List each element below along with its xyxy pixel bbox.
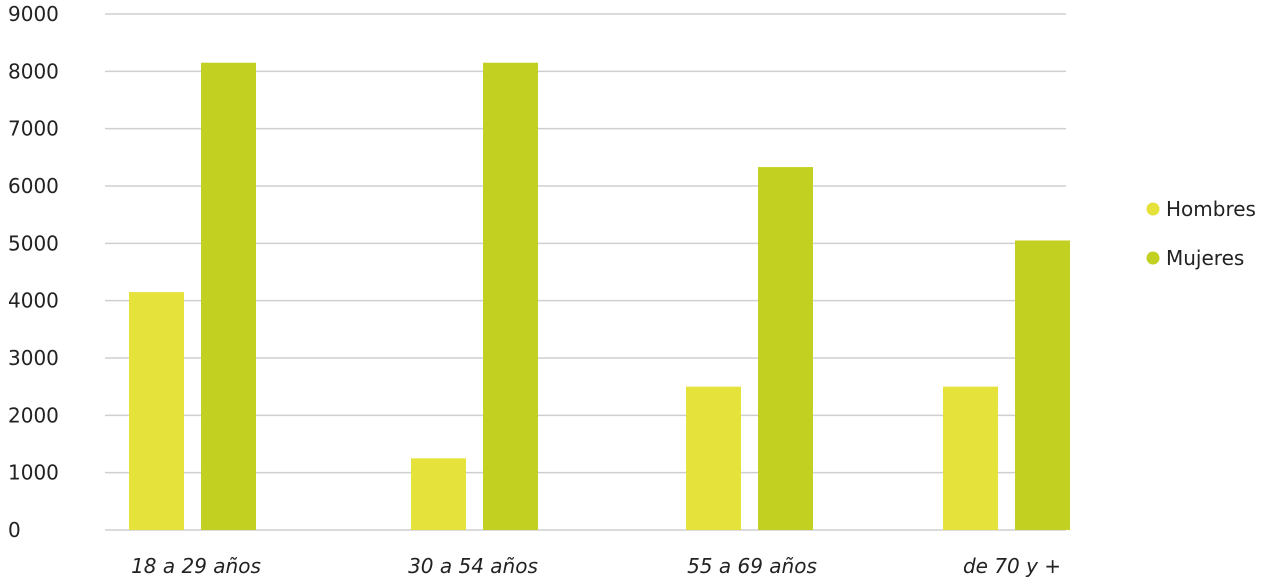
x-axis-labels: 18 a 29 años 30 a 54 años 55 a 69 años de 7… (131, 554, 1061, 578)
bar-mujeres-3 (1015, 240, 1070, 530)
bar-hombres-1 (411, 458, 466, 530)
gridlines (105, 13, 1066, 531)
x-category-label: 18 a 29 años (131, 554, 261, 578)
bar-hombres-3 (943, 386, 998, 530)
y-tick-label: 2000 (8, 403, 59, 427)
bar-mujeres-1 (483, 62, 538, 530)
y-tick-label: 3000 (8, 346, 59, 370)
bar-mujeres-2 (758, 167, 813, 530)
legend-marker-hombres (1146, 202, 1160, 216)
y-tick-label: 7000 (8, 117, 59, 141)
y-tick-label: 8000 (8, 59, 59, 83)
bar-hombres-0 (129, 292, 184, 530)
x-category-label: 55 a 69 años (687, 554, 817, 578)
legend-label-hombres: Hombres (1166, 197, 1256, 221)
bars (129, 62, 1070, 530)
y-tick-label: 9000 (8, 2, 59, 26)
y-tick-label: 0 (8, 518, 21, 542)
x-category-label: de 70 y + (963, 554, 1061, 578)
y-tick-label: 5000 (8, 231, 59, 255)
y-tick-label: 4000 (8, 289, 59, 313)
x-category-label: 30 a 54 años (408, 554, 538, 578)
legend: Hombres Mujeres (1146, 197, 1256, 270)
bar-mujeres-0 (201, 62, 256, 530)
bar-hombres-2 (686, 386, 741, 530)
y-axis-ticks: 0 1000 2000 3000 4000 5000 6000 7000 8000 9000 (8, 2, 59, 542)
y-tick-label: 6000 (8, 174, 59, 198)
legend-label-mujeres: Mujeres (1166, 246, 1244, 270)
legend-marker-mujeres (1146, 251, 1160, 265)
y-tick-label: 1000 (8, 461, 59, 485)
